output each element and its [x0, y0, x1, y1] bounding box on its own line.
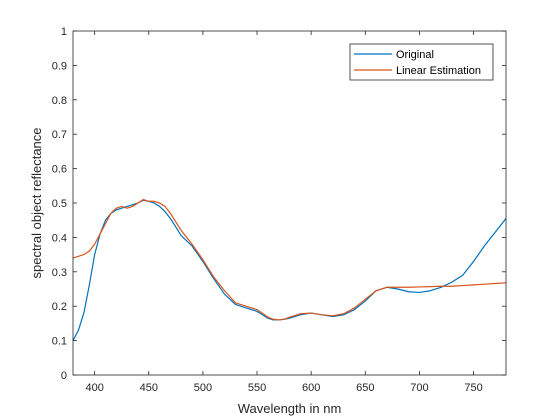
legend-box [349, 43, 494, 81]
x-tick-label: 700 [410, 382, 428, 394]
y-tick-label: 1 [61, 26, 67, 38]
y-tick-label: 0.1 [52, 336, 67, 348]
y-tick-label: 0.6 [52, 164, 67, 176]
x-tick-label: 750 [464, 382, 482, 394]
y-tick-label: 0.7 [52, 129, 67, 141]
series-line-1 [72, 199, 507, 341]
x-axis-label: Wavelength in nm [238, 401, 342, 416]
legend-entry-2: Linear Estimation [396, 65, 481, 77]
x-tick-label: 600 [302, 382, 320, 394]
x-tick-label: 450 [140, 382, 158, 394]
y-tick-label: 0.5 [52, 198, 67, 210]
x-tick-label: 650 [356, 382, 374, 394]
legend-entry-1: Original [396, 49, 434, 61]
y-axis-label: spectral object reflectance [29, 127, 44, 278]
axes-layer: 400 450 500 550 600 650 700 750 0 0.1 0.2 0.3 0.4 0.5… [29, 26, 507, 416]
y-tick-label: 0.2 [52, 301, 67, 313]
y-tick-label: 0.4 [52, 232, 67, 244]
series-layer [72, 198, 507, 341]
x-tick-label: 500 [194, 382, 212, 394]
y-tick-label: 0.8 [52, 95, 67, 107]
y-tick-label: 0.9 [52, 60, 67, 72]
y-tick-label: 0 [61, 370, 67, 382]
legend: Original Linear Estimation [349, 43, 494, 81]
y-tick-label: 0.3 [52, 267, 67, 279]
x-tick-label: 550 [248, 382, 266, 394]
x-tick-label: 400 [85, 382, 103, 394]
series-line-2 [72, 198, 507, 321]
